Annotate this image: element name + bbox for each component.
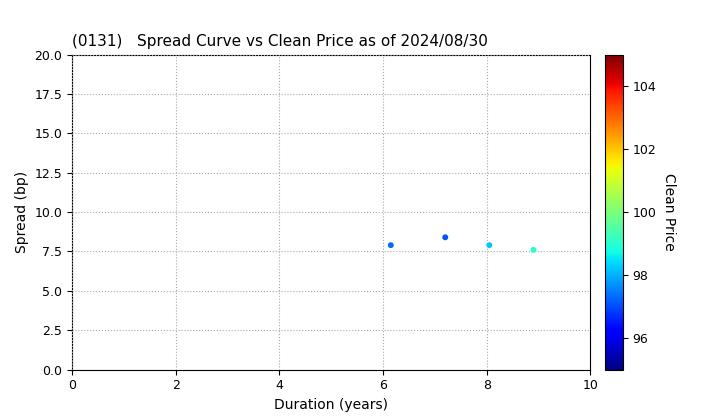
Y-axis label: Clean Price: Clean Price	[662, 173, 676, 251]
Point	[385, 242, 397, 249]
Text: (0131)   Spread Curve vs Clean Price as of 2024/08/30: (0131) Spread Curve vs Clean Price as of…	[72, 34, 488, 49]
Point	[439, 234, 451, 241]
X-axis label: Duration (years): Duration (years)	[274, 398, 388, 412]
Y-axis label: Spread (bp): Spread (bp)	[15, 171, 29, 253]
Point	[484, 242, 495, 249]
Point	[528, 247, 539, 253]
